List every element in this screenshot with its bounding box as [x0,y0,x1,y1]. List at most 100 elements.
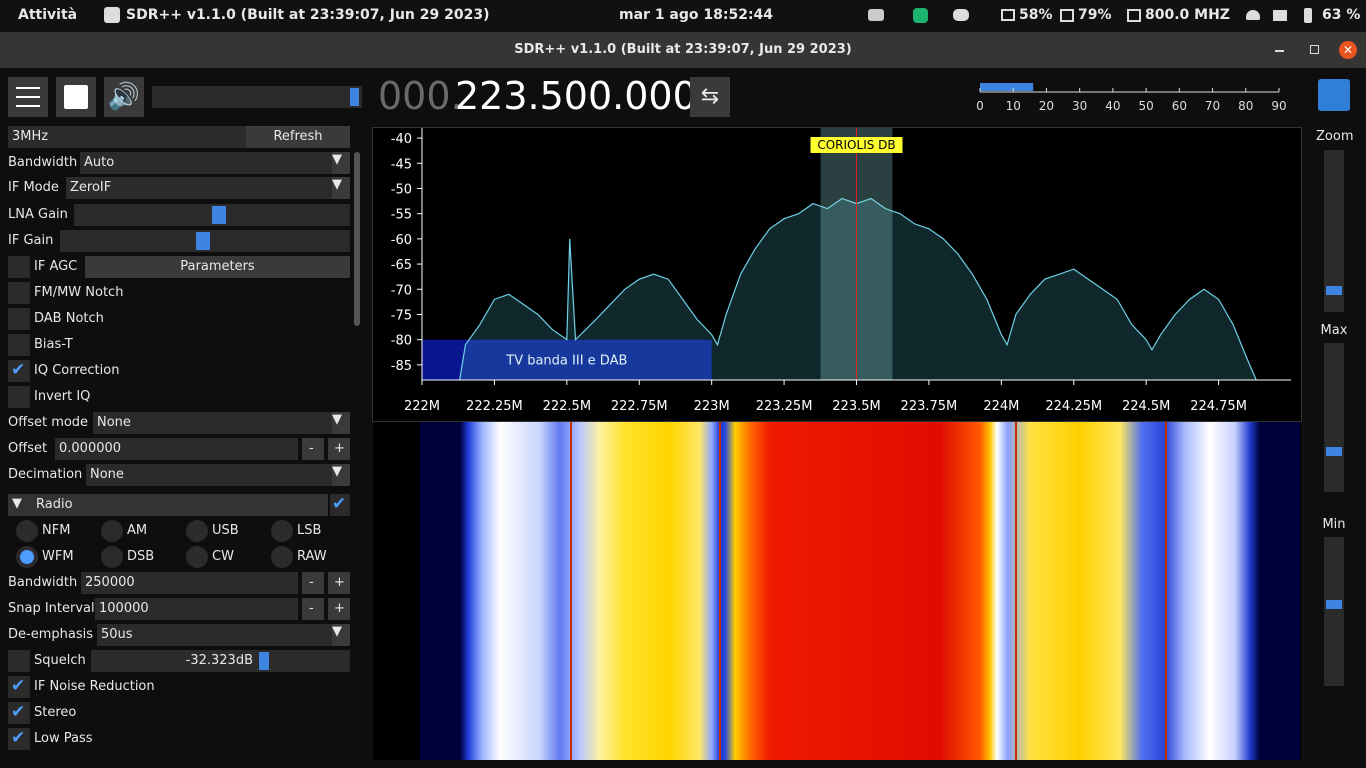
plus-button[interactable]: + [328,598,350,620]
squelch-slider[interactable] [91,650,350,672]
slider-knob [1326,286,1342,295]
zoom-label: Zoom [1316,129,1354,144]
parameters-button[interactable]: Parameters [85,256,350,278]
spectrum-fill [459,198,1257,380]
checkbox-label: Low Pass [34,731,93,746]
waterfall[interactable] [373,422,1301,760]
dropdown-arrow[interactable]: ▼ [332,152,350,174]
minus-button[interactable]: - [302,438,324,460]
dropdown[interactable]: None [86,464,350,486]
dropdown[interactable]: ZeroIF [66,177,350,199]
spectrum[interactable]: TV banda III e DAB CORIOLIS DB -40 -45 -50 -5… [372,127,1302,422]
radio-button[interactable] [101,546,123,568]
checkbox[interactable] [8,308,30,330]
enable-checkbox[interactable]: ✔ [330,494,350,516]
minus-button[interactable]: - [302,598,324,620]
y-tick-label: -80 [391,334,412,349]
minimize-button[interactable] [1275,50,1284,52]
checkbox[interactable]: ✔ [8,360,30,382]
slider-knob [350,88,359,106]
minus-button[interactable]: - [302,572,324,594]
checkbox[interactable] [8,256,30,278]
radio-button[interactable] [186,520,208,542]
menu-button[interactable] [8,77,48,117]
volume-slider[interactable] [152,86,362,108]
display-button[interactable] [1318,79,1350,111]
checkbox-label: DAB Notch [34,311,104,326]
dropdown-arrow[interactable]: ▼ [332,412,350,434]
checkbox[interactable]: ✔ [8,702,30,724]
waterfall-line [570,422,572,760]
number-input[interactable]: 100000 [95,598,298,620]
close-button[interactable]: ✕ [1339,41,1357,59]
y-tick-label: -40 [391,132,412,147]
volume-icon[interactable] [1273,10,1287,21]
frequency[interactable]: 223.500.000 [455,74,697,118]
memory-icon [1060,9,1074,22]
min-slider[interactable] [1324,537,1344,686]
input-value: 250000 [85,575,135,590]
label: Bandwidth [8,155,78,170]
x-tick-label: 224.5M [1122,399,1170,414]
x-tick-label: 222.25M [466,399,523,414]
radio-button[interactable] [271,520,293,542]
max-slider[interactable] [1324,343,1344,492]
refresh-button[interactable]: Refresh [246,126,350,148]
frequency-prefix[interactable]: 000. [378,74,463,118]
clock[interactable]: mar 1 ago 18:52:44 [619,7,774,23]
maximize-button[interactable] [1310,45,1319,54]
battery-icon[interactable] [1304,8,1312,23]
x-tick-label: 222M [404,399,440,414]
plus-button[interactable]: + [328,572,350,594]
radio-button[interactable] [16,520,38,542]
activities[interactable]: Attività [18,7,78,23]
radio-button[interactable] [101,520,123,542]
x-tick-label: 224M [983,399,1019,414]
stop-button[interactable] [56,77,96,117]
zoom-slider[interactable] [1324,150,1344,312]
scrollbar[interactable] [354,152,360,326]
collapse-arrow: ▼ [12,496,22,511]
mute-button[interactable]: 🔊 [104,77,144,117]
waterfall-line [719,422,721,760]
x-tick-label: 223.25M [756,399,813,414]
radio-button[interactable] [271,546,293,568]
dropdown[interactable]: Auto [80,152,350,174]
dropdown[interactable]: 50us [97,624,350,646]
checkbox[interactable] [8,386,30,408]
checkbox-label: IQ Correction [34,363,120,378]
tick-label: 50 [1138,99,1153,113]
checkbox[interactable]: ✔ [8,728,30,750]
app-menu[interactable]: SDR++ v1.1.0 (Built at 23:39:07, Jun 29 … [126,7,490,23]
radio-button[interactable] [16,546,38,568]
y-tick-label: -65 [391,258,412,273]
dropdown-arrow[interactable]: ▼ [332,464,350,486]
dropdown-arrow[interactable]: ▼ [332,177,350,199]
radio-button[interactable] [186,546,208,568]
wifi-icon[interactable] [1246,10,1260,20]
dropdown[interactable]: None [93,412,350,434]
checkbox[interactable] [8,650,30,672]
tick-label: 0 [976,99,984,113]
x-tick-label: 223.75M [901,399,958,414]
number-input[interactable]: 250000 [81,572,298,594]
snr-meter: 0 10 20 30 40 50 60 70 80 90 [976,83,1287,113]
swap-button[interactable]: ⇆ [690,77,730,117]
button-label: Parameters [180,259,255,274]
label: Decimation [8,467,83,482]
dropdown-arrow[interactable]: ▼ [332,624,350,646]
number-input[interactable]: 0.000000 [55,438,298,460]
label: Snap Interval [8,601,95,616]
waterfall-image [420,422,1300,760]
radio-dot [20,550,34,564]
y-tick-label: -60 [391,233,412,248]
section-header[interactable]: ▼ Radio [8,494,328,516]
plus-button[interactable]: + [328,438,350,460]
dropdown-value: Auto [84,155,115,170]
x-tick-label: 224.25M [1045,399,1102,414]
checkbox[interactable]: ✔ [8,676,30,698]
checkbox[interactable] [8,282,30,304]
checkbox[interactable] [8,334,30,356]
button-label: - [309,441,314,456]
